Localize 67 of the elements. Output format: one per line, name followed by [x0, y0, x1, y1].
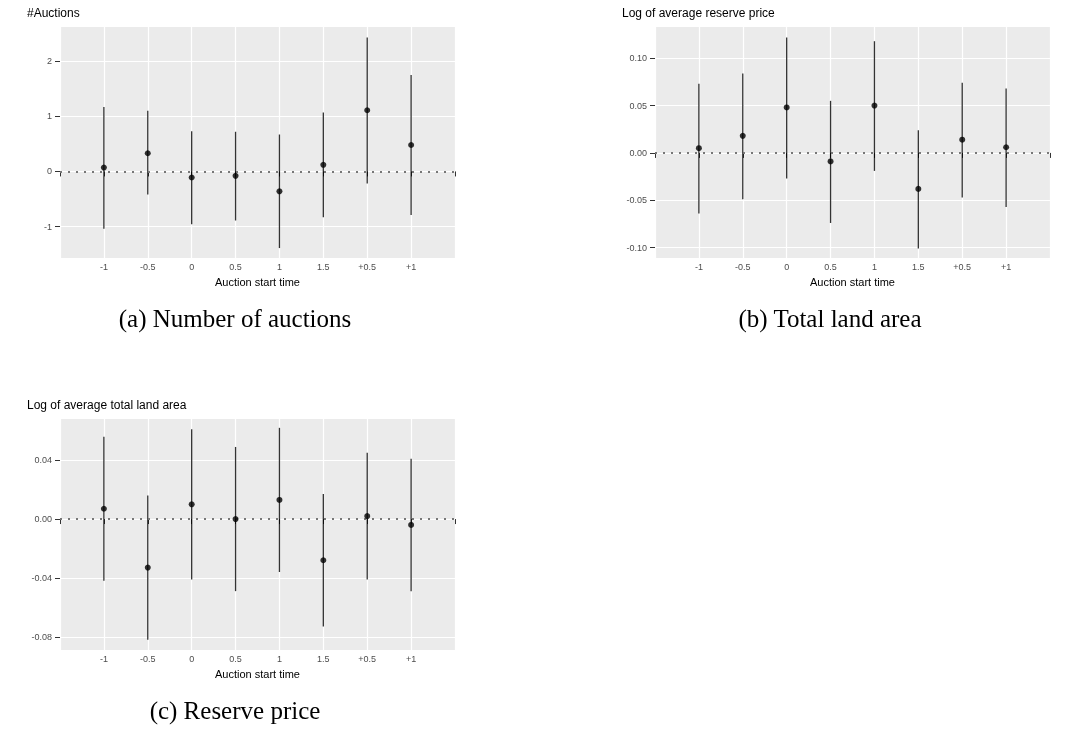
y-tick-label: 0.00 — [34, 514, 52, 525]
y-tick-label: 2 — [46, 56, 52, 67]
x-tick-label: 0 — [784, 261, 790, 272]
point — [695, 145, 702, 152]
y-tick-label: -1 — [43, 221, 52, 232]
x-tick-label: 1.5 — [317, 261, 330, 272]
y-tick-label: -0.04 — [31, 572, 52, 583]
point — [276, 188, 283, 195]
point — [783, 104, 790, 111]
point — [364, 107, 371, 114]
x-tick-label: -1 — [694, 261, 703, 272]
x-tick-label: 1 — [276, 653, 282, 664]
y-tick-label: 0 — [46, 166, 52, 177]
x-tick-label: 0.5 — [229, 261, 242, 272]
x-tick-label: -0.5 — [735, 261, 751, 272]
chart-title: #Auctions — [27, 6, 80, 20]
point — [320, 557, 327, 564]
x-tick-label: 1 — [276, 261, 282, 272]
point — [188, 501, 195, 508]
y-tick-label: 1 — [46, 111, 52, 122]
point — [144, 150, 151, 157]
x-tick-label: 0 — [189, 261, 195, 272]
x-tick-label: +0.5 — [953, 261, 972, 272]
point — [144, 564, 151, 571]
point — [364, 513, 371, 520]
point — [188, 174, 195, 181]
y-tick-label: -0.10 — [626, 242, 647, 253]
x-axis-title: Auction start time — [215, 275, 300, 288]
point — [408, 141, 415, 148]
y-tick-label: 0.00 — [629, 147, 647, 158]
x-tick-label: 0.5 — [824, 261, 837, 272]
x-tick-label: 1 — [871, 261, 877, 272]
point — [915, 185, 922, 192]
text: (b) Total land area — [737, 305, 923, 333]
x-tick-label: +1 — [1000, 261, 1012, 272]
point — [871, 102, 878, 109]
chart-title: Log of average total land area — [27, 398, 187, 412]
x-tick-label: 0 — [189, 653, 195, 664]
point — [320, 161, 327, 168]
y-tick-label: 0.10 — [629, 53, 647, 64]
x-tick-label: -0.5 — [140, 261, 156, 272]
x-axis-title: Auction start time — [215, 667, 300, 680]
y-tick-label: -0.05 — [626, 195, 647, 206]
point — [739, 132, 746, 139]
point — [827, 158, 834, 165]
x-tick-label: 0.5 — [229, 653, 242, 664]
x-tick-label: -0.5 — [140, 653, 156, 664]
x-tick-label: 1.5 — [317, 653, 330, 664]
x-axis-title: Auction start time — [810, 275, 895, 288]
point — [1003, 144, 1010, 151]
x-tick-label: +1 — [405, 261, 417, 272]
text: (a) Number of auctions — [117, 305, 353, 333]
point — [100, 505, 107, 512]
x-tick-label: +0.5 — [358, 261, 377, 272]
x-tick-label: +1 — [405, 653, 417, 664]
chart-title: Log of average reserve price — [622, 6, 776, 20]
text: (c) Reserve price — [148, 697, 322, 725]
y-tick-label: 0.05 — [629, 100, 647, 111]
y-tick-label: -0.08 — [31, 631, 52, 642]
x-tick-label: +0.5 — [358, 653, 377, 664]
x-tick-label: -1 — [99, 261, 108, 272]
x-tick-label: 1.5 — [912, 261, 925, 272]
y-tick-label: 0.04 — [34, 455, 52, 466]
point — [100, 164, 107, 171]
x-tick-label: -1 — [99, 653, 108, 664]
point — [276, 496, 283, 503]
point — [959, 136, 966, 143]
